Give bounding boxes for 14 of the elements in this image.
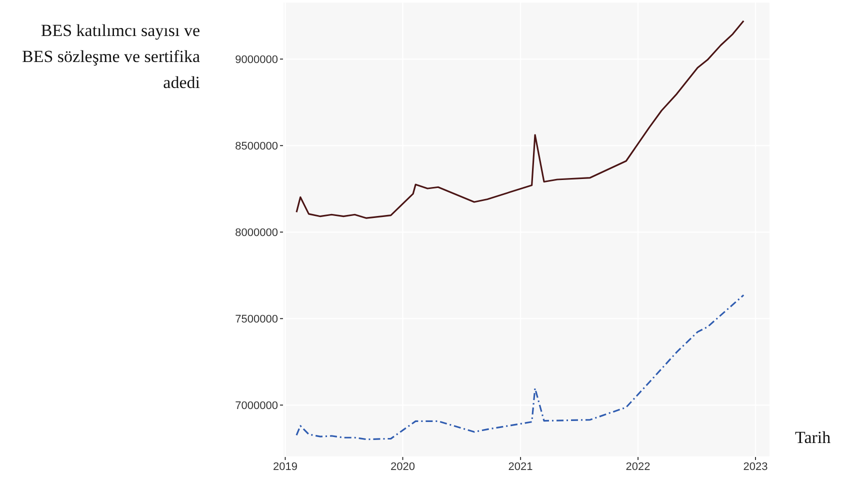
line-series [296, 20, 744, 219]
x-tick-label: 2023 [743, 460, 768, 473]
y-tick-label: 8000000 [235, 227, 278, 239]
y-tick-label: 8500000 [235, 140, 278, 152]
x-axis-title: Tarih [795, 428, 831, 448]
x-tick-label: 2022 [626, 460, 650, 473]
x-tick-label: 2019 [273, 460, 298, 473]
y-axis-title: BES katılımcı sayısı ve BES sözleşme ve sertifika adedi [21, 20, 200, 94]
y-tick-label: 9000000 [235, 54, 278, 66]
x-tick-label: 2020 [390, 460, 415, 473]
y-tick-label: 7000000 [235, 400, 278, 412]
line-series [296, 294, 744, 440]
y-tick-label: 7500000 [235, 314, 278, 326]
x-tick-label: 2021 [508, 460, 533, 473]
